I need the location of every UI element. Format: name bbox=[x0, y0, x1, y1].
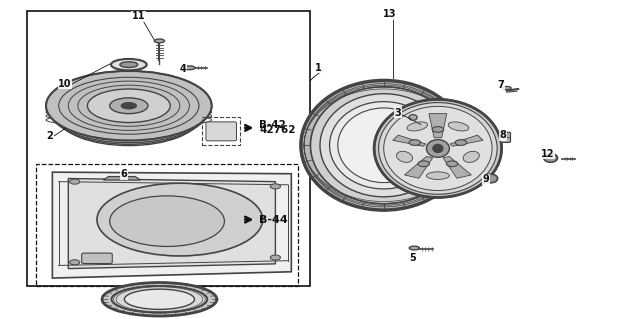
Ellipse shape bbox=[426, 140, 449, 157]
Ellipse shape bbox=[320, 94, 447, 197]
Bar bbox=[27, 11, 310, 286]
Ellipse shape bbox=[502, 86, 511, 90]
Ellipse shape bbox=[407, 122, 428, 131]
Text: B-42: B-42 bbox=[259, 120, 286, 130]
Text: 1: 1 bbox=[316, 63, 322, 73]
Polygon shape bbox=[393, 135, 426, 146]
Text: B-44: B-44 bbox=[259, 215, 288, 225]
Ellipse shape bbox=[97, 183, 262, 256]
Ellipse shape bbox=[46, 71, 212, 141]
Circle shape bbox=[70, 179, 80, 184]
Ellipse shape bbox=[121, 103, 136, 109]
Text: 9: 9 bbox=[483, 174, 489, 184]
Circle shape bbox=[270, 184, 280, 189]
Ellipse shape bbox=[154, 39, 164, 43]
Ellipse shape bbox=[433, 144, 443, 152]
Ellipse shape bbox=[109, 98, 148, 114]
Ellipse shape bbox=[102, 283, 217, 316]
Polygon shape bbox=[68, 178, 275, 269]
Text: 13: 13 bbox=[383, 9, 397, 19]
FancyBboxPatch shape bbox=[500, 132, 511, 142]
Text: 2: 2 bbox=[46, 131, 52, 141]
Ellipse shape bbox=[544, 154, 557, 162]
Ellipse shape bbox=[310, 87, 457, 204]
Circle shape bbox=[270, 255, 280, 260]
Ellipse shape bbox=[59, 89, 199, 145]
Ellipse shape bbox=[49, 76, 209, 143]
Text: 42762: 42762 bbox=[259, 125, 296, 135]
Text: 6: 6 bbox=[120, 169, 127, 179]
Text: 8: 8 bbox=[499, 130, 506, 140]
Ellipse shape bbox=[426, 172, 449, 179]
Ellipse shape bbox=[409, 115, 417, 120]
Ellipse shape bbox=[111, 59, 147, 70]
Polygon shape bbox=[429, 114, 447, 138]
Ellipse shape bbox=[543, 153, 557, 162]
Ellipse shape bbox=[484, 174, 498, 183]
Ellipse shape bbox=[301, 80, 467, 210]
Circle shape bbox=[70, 260, 80, 265]
Ellipse shape bbox=[109, 196, 225, 247]
Bar bbox=[36, 164, 298, 286]
Text: 7: 7 bbox=[497, 80, 504, 90]
Text: 12: 12 bbox=[541, 149, 555, 159]
Polygon shape bbox=[52, 172, 291, 278]
Polygon shape bbox=[443, 156, 471, 178]
Ellipse shape bbox=[463, 151, 479, 162]
Ellipse shape bbox=[111, 286, 207, 313]
Ellipse shape bbox=[448, 122, 468, 131]
Circle shape bbox=[446, 161, 458, 167]
Ellipse shape bbox=[120, 62, 138, 68]
Ellipse shape bbox=[88, 89, 170, 122]
Text: 3: 3 bbox=[394, 108, 401, 118]
Ellipse shape bbox=[396, 151, 413, 162]
Polygon shape bbox=[450, 135, 483, 146]
Text: 11: 11 bbox=[132, 11, 145, 21]
Circle shape bbox=[418, 161, 429, 167]
Ellipse shape bbox=[54, 82, 204, 144]
Ellipse shape bbox=[379, 103, 497, 194]
Ellipse shape bbox=[184, 66, 195, 70]
Text: 4: 4 bbox=[180, 64, 186, 74]
Bar bbox=[202, 117, 241, 145]
Text: 5: 5 bbox=[409, 253, 416, 263]
Polygon shape bbox=[103, 177, 140, 180]
FancyBboxPatch shape bbox=[82, 253, 112, 263]
Polygon shape bbox=[404, 156, 433, 178]
Ellipse shape bbox=[330, 102, 438, 189]
Ellipse shape bbox=[384, 106, 492, 190]
Circle shape bbox=[409, 140, 420, 145]
Ellipse shape bbox=[338, 108, 429, 182]
Ellipse shape bbox=[124, 289, 195, 309]
Circle shape bbox=[455, 140, 467, 145]
Ellipse shape bbox=[374, 100, 502, 197]
Ellipse shape bbox=[409, 246, 419, 250]
Text: 10: 10 bbox=[58, 78, 72, 89]
Circle shape bbox=[432, 127, 444, 132]
Ellipse shape bbox=[484, 174, 497, 182]
FancyBboxPatch shape bbox=[206, 122, 237, 141]
